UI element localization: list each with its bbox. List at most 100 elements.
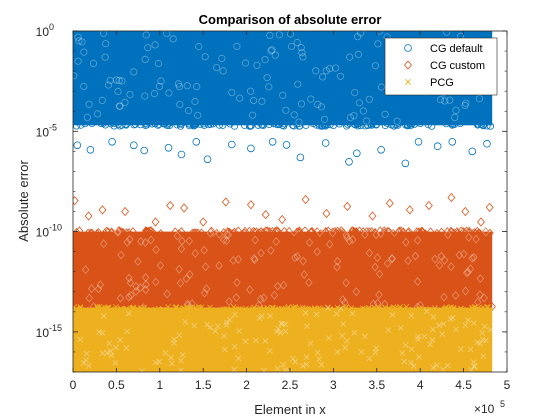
data-point: [451, 291, 460, 300]
data-point: [261, 367, 268, 372]
data-point: [232, 311, 238, 318]
data-point: [125, 234, 134, 244]
data-point: [163, 289, 171, 299]
data-point: [262, 338, 269, 344]
data-point: [209, 369, 216, 372]
data-point: [198, 304, 205, 311]
data-point: [112, 76, 120, 84]
data-point: [385, 327, 392, 333]
data-point: [359, 305, 366, 312]
data-point: [365, 227, 374, 237]
data-point: [155, 305, 162, 312]
data-point: [191, 97, 199, 106]
data-point: [177, 244, 186, 254]
data-point: [249, 226, 258, 236]
data-point: [343, 303, 350, 310]
x-axis-label: Element in x: [254, 402, 326, 417]
data-point: [444, 230, 452, 240]
data-point: [317, 103, 325, 111]
data-point: [359, 107, 367, 115]
data-point: [83, 356, 89, 363]
data-point: [116, 227, 124, 237]
data-point: [141, 55, 149, 64]
data-point: [486, 122, 494, 130]
data-point: [204, 321, 211, 328]
data-point: [413, 235, 422, 245]
data-point: [254, 121, 262, 129]
x-tick-label: 4.5: [455, 378, 472, 392]
data-point: [318, 361, 325, 368]
data-point: [447, 316, 454, 322]
data-point: [201, 262, 210, 272]
data-point: [272, 226, 281, 236]
data-point: [255, 31, 263, 34]
data-point: [445, 367, 451, 372]
data-point: [231, 366, 238, 372]
data-point: [142, 279, 150, 289]
data-point: [468, 147, 477, 156]
data-point: [367, 227, 376, 237]
data-point: [166, 368, 172, 372]
data-point: [380, 31, 388, 34]
data-point: [440, 255, 449, 265]
data-point: [429, 337, 436, 343]
data-point: [178, 357, 184, 364]
data-point: [94, 305, 101, 312]
data-point: [416, 354, 422, 360]
data-point: [112, 31, 120, 37]
data-point: [187, 368, 194, 372]
data-point: [484, 367, 491, 372]
data-point: [339, 228, 348, 238]
data-point: [118, 77, 126, 85]
data-point: [240, 228, 249, 238]
data-point: [317, 305, 324, 312]
data-point: [114, 227, 123, 237]
data-point: [247, 144, 255, 153]
data-point: [295, 122, 303, 130]
data-point: [397, 324, 404, 331]
data-point: [109, 369, 116, 372]
data-point: [373, 253, 382, 263]
data-point: [141, 31, 150, 36]
data-point: [386, 305, 392, 312]
data-point: [470, 320, 477, 326]
data-point: [366, 369, 373, 372]
data-point: [284, 305, 291, 311]
data-point: [113, 304, 119, 311]
data-point: [392, 31, 400, 36]
data-point: [125, 273, 133, 283]
x-tick-label: 3: [330, 378, 337, 392]
data-point: [468, 253, 476, 263]
data-point: [342, 278, 350, 288]
data-point: [122, 306, 129, 313]
data-point: [186, 269, 194, 279]
data-point: [384, 306, 391, 313]
data-point: [259, 368, 266, 372]
data-point: [477, 369, 484, 372]
data-point: [174, 80, 182, 88]
data-point: [88, 119, 96, 128]
data-point: [237, 368, 244, 372]
data-point: [440, 292, 448, 302]
legend-marker-icon: [404, 44, 412, 52]
data-point: [353, 33, 362, 41]
data-point: [175, 83, 183, 91]
data-point: [361, 230, 369, 240]
data-point: [323, 121, 331, 129]
data-point: [201, 53, 209, 61]
data-point: [389, 312, 396, 318]
data-point: [154, 59, 163, 68]
data-point: [331, 226, 339, 236]
data-point: [183, 82, 191, 90]
data-point: [390, 228, 399, 238]
data-point: [354, 122, 362, 130]
data-point: [121, 98, 129, 107]
data-point: [193, 83, 201, 91]
data-point: [333, 310, 340, 317]
data-point: [200, 245, 208, 255]
data-point: [96, 303, 103, 310]
data-point: [299, 367, 306, 372]
data-point: [267, 246, 275, 255]
data-point: [223, 370, 230, 372]
data-point: [162, 349, 169, 356]
